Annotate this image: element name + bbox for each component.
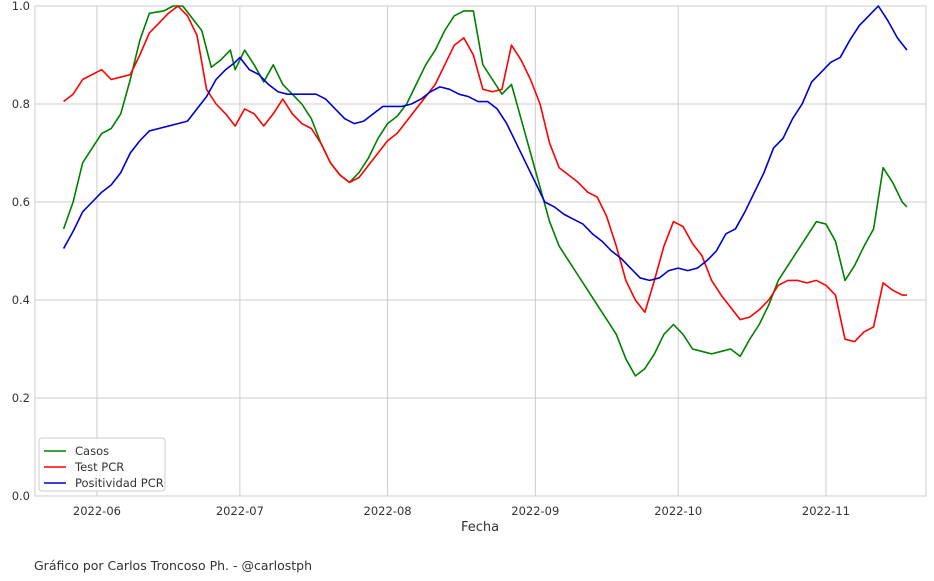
series-line-2 <box>63 5 907 343</box>
x-tick-labels: 2022-06 2022-07 2022-08 2022-09 2022-10 2022-… <box>73 504 850 518</box>
legend: Casos Test PCR Positividad PCR <box>38 437 166 492</box>
x-tick-label: 2022-10 <box>654 504 702 518</box>
y-tick-label: 0.8 <box>12 97 30 111</box>
y-tick-label: 0.2 <box>12 391 30 405</box>
series-line-3 <box>62 5 908 282</box>
chart-credit: Gráfico por Carlos Troncoso Ph. - @carlo… <box>34 558 313 573</box>
x-tick-label: 2022-08 <box>364 504 412 518</box>
y-tick-label: 0.0 <box>12 489 30 503</box>
legend-label: Casos <box>75 444 109 458</box>
x-tick-label: 2022-07 <box>216 504 264 518</box>
y-tick-label: 0.6 <box>12 195 30 209</box>
line-chart: 0.0 0.2 0.4 0.6 0.8 1.0 2022-06 2022-07 2022-08… <box>12 0 927 535</box>
y-tick-label: 0.4 <box>12 293 30 307</box>
legend-items: Casos Test PCR Positividad PCR <box>44 444 164 490</box>
x-axis-label: Fecha <box>461 520 499 535</box>
plot-area <box>34 5 927 497</box>
y-tick-label: 1.0 <box>12 0 30 13</box>
grid-lines <box>35 5 926 497</box>
x-tick-label: 2022-09 <box>511 504 559 518</box>
x-tick-label: 2022-06 <box>73 504 121 518</box>
series-line-1 <box>62 5 908 377</box>
legend-label: Positividad PCR <box>75 476 164 490</box>
y-tick-labels: 0.0 0.2 0.4 0.6 0.8 1.0 <box>12 0 30 503</box>
legend-label: Test PCR <box>74 460 124 474</box>
legend-box <box>38 437 166 492</box>
series-layer <box>62 5 908 377</box>
x-tick-label: 2022-11 <box>802 504 850 518</box>
